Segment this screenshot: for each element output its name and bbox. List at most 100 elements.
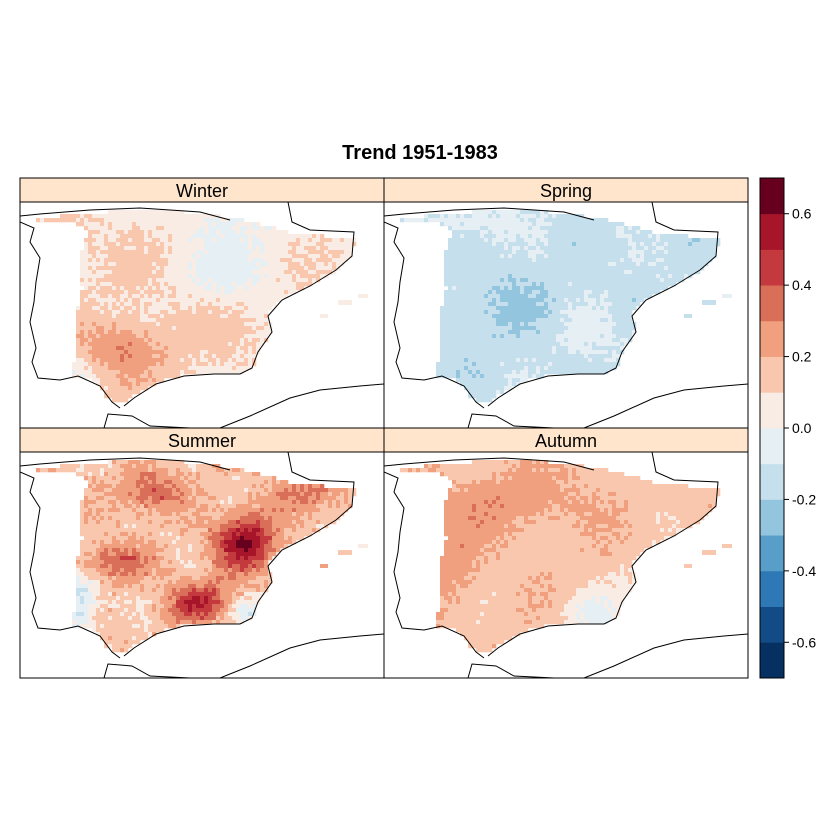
- heatmap-cell: [140, 302, 145, 307]
- heatmap-cell: [472, 314, 477, 319]
- heatmap-cell: [100, 378, 105, 383]
- heatmap-cell: [224, 338, 229, 343]
- heatmap-cell: [592, 346, 597, 351]
- heatmap-cell: [552, 366, 557, 371]
- heatmap-cell: [260, 318, 265, 323]
- heatmap-cell: [144, 366, 149, 371]
- heatmap-cell: [212, 358, 217, 363]
- heatmap-cell: [592, 222, 597, 227]
- heatmap-cell: [136, 238, 141, 243]
- heatmap-cell: [520, 250, 525, 255]
- heatmap-cell: [128, 322, 133, 327]
- heatmap-cell: [504, 294, 509, 299]
- heatmap-cell: [116, 374, 121, 379]
- heatmap-cell: [552, 222, 557, 227]
- heatmap-cell: [120, 354, 125, 359]
- heatmap-cell: [212, 274, 217, 279]
- heatmap-cell: [216, 278, 221, 283]
- heatmap-cell: [484, 290, 489, 295]
- heatmap-cell: [268, 294, 273, 299]
- heatmap-cell: [196, 330, 201, 335]
- heatmap-cell: [520, 278, 525, 283]
- heatmap-cell: [456, 214, 461, 219]
- heatmap-cell: [244, 222, 249, 227]
- heatmap-cell: [176, 274, 181, 279]
- heatmap-cell: [520, 286, 525, 291]
- heatmap-cell: [508, 366, 513, 371]
- heatmap-cell: [140, 484, 145, 489]
- heatmap-cell: [712, 250, 717, 255]
- heatmap-cell: [196, 314, 201, 319]
- heatmap-cell: [536, 374, 541, 379]
- heatmap-cell: [588, 298, 593, 303]
- heatmap-cell: [204, 258, 209, 263]
- heatmap-cell: [276, 488, 281, 493]
- heatmap-cell: [520, 234, 525, 239]
- heatmap-cell: [172, 286, 177, 291]
- heatmap-cell: [156, 274, 161, 279]
- heatmap-cell: [628, 270, 633, 275]
- heatmap-cell: [504, 334, 509, 339]
- heatmap-cell: [104, 366, 109, 371]
- heatmap-cell: [208, 230, 213, 235]
- heatmap-cell: [116, 394, 121, 399]
- heatmap-cell: [228, 322, 233, 327]
- heatmap-cell: [276, 234, 281, 239]
- heatmap-cell: [100, 342, 105, 347]
- heatmap-cell: [508, 326, 513, 331]
- heatmap-cell: [508, 342, 513, 347]
- heatmap-cell: [336, 262, 341, 267]
- heatmap-cell: [144, 218, 149, 223]
- heatmap-cell: [76, 330, 81, 335]
- heatmap-cell: [448, 334, 453, 339]
- heatmap-cell: [232, 270, 237, 275]
- heatmap-cell: [228, 334, 233, 339]
- heatmap-cell: [556, 278, 561, 283]
- heatmap-cell: [556, 338, 561, 343]
- heatmap-cell: [512, 326, 517, 331]
- heatmap-cell: [500, 378, 505, 383]
- heatmap-cell: [248, 226, 253, 231]
- heatmap-cell: [92, 488, 97, 493]
- heatmap-cell: [532, 346, 537, 351]
- heatmap-cell: [128, 334, 133, 339]
- heatmap-cell: [316, 234, 321, 239]
- heatmap-cell: [120, 294, 125, 299]
- heatmap-cell: [80, 370, 85, 375]
- heatmap-cell: [604, 238, 609, 243]
- heatmap-cell: [228, 218, 233, 223]
- heatmap-cell: [516, 318, 521, 323]
- heatmap-cell: [168, 314, 173, 319]
- heatmap-cell: [200, 318, 205, 323]
- heatmap-cell: [568, 362, 573, 367]
- heatmap-cell: [244, 270, 249, 275]
- heatmap-cell: [216, 222, 221, 227]
- heatmap-cell: [476, 318, 481, 323]
- heatmap-cell: [144, 270, 149, 275]
- heatmap-cell: [472, 282, 477, 287]
- heatmap-cell: [136, 468, 141, 473]
- heatmap-cell: [316, 492, 321, 497]
- heatmap-cell: [564, 318, 569, 323]
- heatmap-cell: [504, 314, 509, 319]
- heatmap-cell: [580, 370, 585, 375]
- heatmap-cell: [548, 330, 553, 335]
- heatmap-cell: [672, 250, 677, 255]
- heatmap-cell: [116, 492, 121, 497]
- heatmap-cell: [172, 318, 177, 323]
- heatmap-cell: [116, 210, 121, 215]
- heatmap-cell: [660, 246, 665, 251]
- heatmap-cell: [212, 218, 217, 223]
- heatmap-cell: [280, 250, 285, 255]
- heatmap-cell: [248, 476, 253, 481]
- heatmap-cell: [128, 390, 133, 395]
- heatmap-cell: [512, 266, 517, 271]
- heatmap-cell: [560, 218, 565, 223]
- heatmap-cell: [108, 342, 113, 347]
- heatmap-cell: [224, 286, 229, 291]
- heatmap-cell: [272, 266, 277, 271]
- heatmap-cell: [240, 270, 245, 275]
- heatmap-cell: [488, 242, 493, 247]
- heatmap-cell: [116, 278, 121, 283]
- heatmap-cell: [548, 294, 553, 299]
